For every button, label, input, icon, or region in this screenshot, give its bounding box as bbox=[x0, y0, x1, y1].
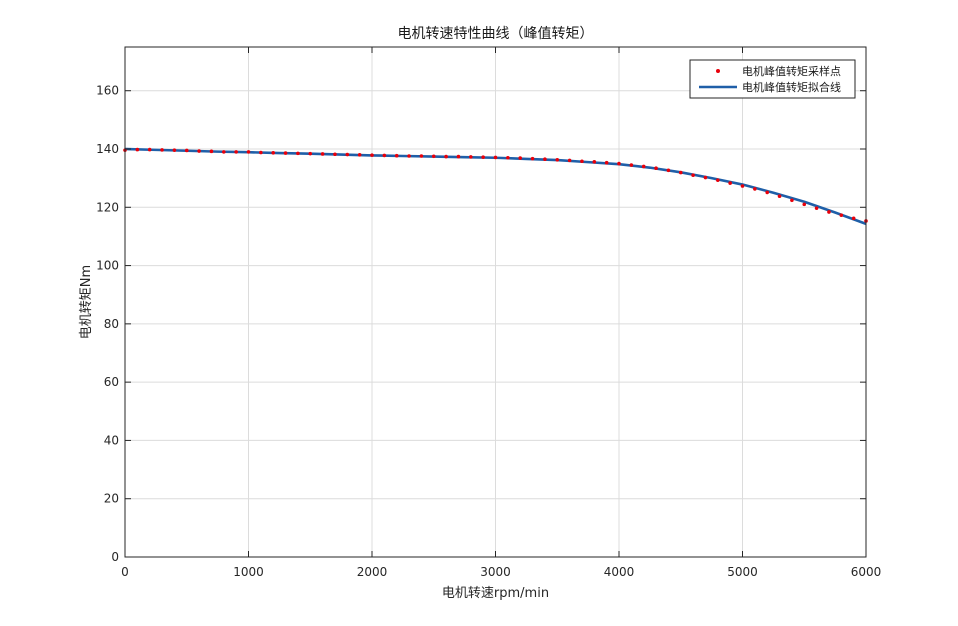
y-tick-label: 100 bbox=[96, 259, 119, 273]
y-tick-label: 60 bbox=[104, 375, 119, 389]
y-tick-label: 80 bbox=[104, 317, 119, 331]
sample-point bbox=[357, 153, 362, 157]
legend-label-line: 电机峰值转矩拟合线 bbox=[742, 80, 841, 94]
sample-point bbox=[234, 150, 238, 154]
y-tick-label: 20 bbox=[104, 492, 119, 506]
y-axis-title: 电机转矩Nm bbox=[79, 265, 94, 339]
sample-point bbox=[172, 148, 177, 152]
sample-point bbox=[790, 198, 794, 203]
sample-point bbox=[222, 150, 226, 154]
sample-point bbox=[184, 148, 189, 153]
sample-point bbox=[777, 194, 782, 199]
sample-point bbox=[407, 154, 411, 158]
sample-point bbox=[703, 175, 708, 180]
sample-point bbox=[160, 148, 164, 152]
sample-point bbox=[506, 155, 510, 160]
sample-point bbox=[345, 152, 350, 157]
y-tick-label: 0 bbox=[111, 550, 119, 564]
sample-point bbox=[654, 166, 658, 171]
sample-point bbox=[469, 155, 473, 159]
sample-point bbox=[444, 154, 448, 159]
sample-point bbox=[617, 161, 621, 166]
sample-point bbox=[493, 155, 498, 160]
sample-point bbox=[246, 150, 251, 154]
sample-point bbox=[716, 178, 720, 182]
sample-point bbox=[320, 152, 325, 156]
y-tick-label: 140 bbox=[96, 142, 119, 156]
sample-point bbox=[209, 149, 214, 154]
sample-point bbox=[765, 190, 769, 195]
sample-point bbox=[567, 158, 572, 163]
sample-point bbox=[308, 151, 313, 156]
sample-point bbox=[827, 210, 831, 214]
sample-point bbox=[147, 147, 152, 152]
sample-point bbox=[580, 159, 584, 164]
y-tick-label: 40 bbox=[104, 433, 119, 447]
sample-point bbox=[740, 184, 745, 188]
sample-point bbox=[333, 152, 337, 157]
y-tick-label: 160 bbox=[96, 84, 119, 98]
sample-point bbox=[382, 153, 387, 158]
legend: 电机峰值转矩采样点 电机峰值转矩拟合线 bbox=[689, 59, 856, 99]
sample-point bbox=[197, 149, 201, 153]
sample-point bbox=[296, 151, 300, 156]
y-tick-label: 120 bbox=[96, 200, 119, 214]
x-tick-label: 1000 bbox=[233, 565, 264, 579]
legend-box bbox=[689, 59, 856, 99]
legend-marker-points bbox=[716, 69, 720, 73]
sample-point bbox=[431, 154, 436, 159]
sample-point bbox=[851, 216, 856, 221]
sample-point bbox=[394, 153, 399, 158]
sample-point bbox=[814, 206, 819, 210]
sample-point bbox=[678, 170, 683, 175]
sample-point bbox=[555, 157, 560, 162]
sample-point bbox=[802, 202, 807, 207]
x-tick-label: 4000 bbox=[604, 565, 635, 579]
chart-title: 电机转速特性曲线（峰值转矩） bbox=[398, 26, 594, 42]
sample-point bbox=[530, 156, 535, 161]
sample-point bbox=[271, 150, 276, 155]
sample-point bbox=[543, 157, 547, 161]
sample-point bbox=[259, 150, 263, 155]
sample-point bbox=[839, 213, 844, 217]
x-tick-label: 0 bbox=[121, 565, 129, 579]
sample-point bbox=[629, 163, 634, 167]
x-tick-label: 2000 bbox=[357, 565, 388, 579]
sample-point bbox=[728, 181, 732, 185]
sample-point bbox=[641, 164, 646, 169]
sample-point bbox=[592, 160, 597, 164]
sample-point bbox=[419, 154, 424, 158]
sample-point bbox=[283, 151, 288, 155]
x-tick-label: 5000 bbox=[727, 565, 758, 579]
sample-point bbox=[666, 168, 671, 173]
sample-point bbox=[604, 160, 609, 165]
sample-point bbox=[691, 173, 695, 178]
ticks: 0 1000 2000 3000 4000 5000 6000 0 20 40 60 80 100 120… bbox=[96, 47, 881, 579]
sample-point bbox=[456, 154, 461, 159]
sample-point bbox=[481, 155, 485, 159]
x-axis-title: 电机转速rpm/min bbox=[442, 586, 549, 601]
legend-label-points: 电机峰值转矩采样点 bbox=[742, 64, 841, 78]
sample-point bbox=[370, 153, 374, 157]
x-tick-label: 3000 bbox=[480, 565, 511, 579]
sample-point bbox=[135, 147, 140, 152]
x-tick-label: 6000 bbox=[851, 565, 882, 579]
sample-point bbox=[753, 187, 757, 191]
sample-point bbox=[518, 156, 522, 160]
